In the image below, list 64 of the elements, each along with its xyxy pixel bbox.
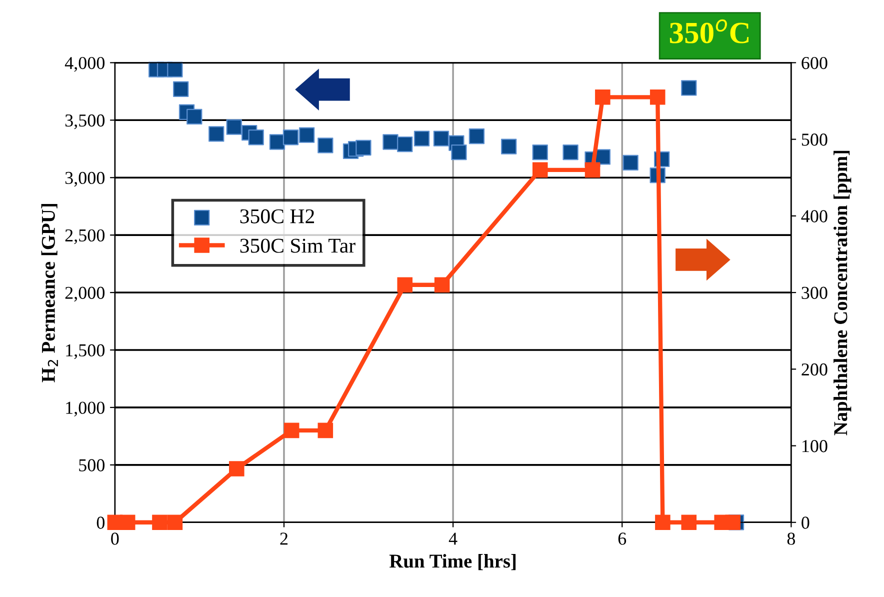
point <box>501 138 517 154</box>
text: 350$^{o}$C <box>670 19 749 44</box>
point <box>382 134 398 150</box>
y-tick-label: 2,000 <box>65 286 105 302</box>
y2-tick-label: 300 <box>802 286 828 299</box>
y-axis-title: H$_{2}$ Permeance [GPU] <box>41 204 58 382</box>
y-tick-label: 3,500 <box>65 114 105 130</box>
point <box>468 128 485 144</box>
point <box>650 90 666 105</box>
x-tick-label: 8 <box>787 532 796 545</box>
y-tick-label: 1,000 <box>66 402 105 416</box>
point <box>152 514 168 530</box>
y2-axis-title: Naphthalene Concentration [ppm] <box>834 150 852 436</box>
point <box>284 422 300 438</box>
legend-label: 350C H2 <box>240 209 314 224</box>
point <box>248 130 264 146</box>
point <box>167 62 183 78</box>
point <box>229 461 244 476</box>
point <box>414 130 430 146</box>
point <box>208 126 224 142</box>
y-tick-label: 500 <box>79 459 105 472</box>
y-tick-label: 0 <box>96 516 105 529</box>
x-axis-title: Run Time [hrs] <box>389 554 516 570</box>
point <box>725 514 740 530</box>
point <box>584 162 600 178</box>
y2-tick-label: 600 <box>802 56 828 70</box>
y-tick-label: 1,500 <box>66 344 105 360</box>
point <box>282 130 299 146</box>
y-tick-label: 3,000 <box>65 172 105 187</box>
point <box>397 136 413 152</box>
point <box>318 138 334 154</box>
point <box>167 514 183 530</box>
point <box>269 134 286 150</box>
y2-tick-label: 400 <box>801 210 828 222</box>
point <box>532 162 548 178</box>
point <box>173 81 189 97</box>
point <box>318 422 334 438</box>
point <box>397 277 413 293</box>
point <box>562 144 578 160</box>
y2-tick-label: 500 <box>802 134 828 146</box>
point <box>120 514 136 530</box>
x-tick-label: 6 <box>618 532 626 545</box>
point <box>681 80 697 96</box>
point <box>434 277 450 293</box>
y-tick-label: 4,000 <box>64 56 105 72</box>
point <box>655 514 670 530</box>
point <box>622 154 638 171</box>
y2-tick-label: 200 <box>802 363 828 376</box>
point <box>433 130 450 146</box>
point <box>186 108 202 125</box>
point <box>226 119 242 135</box>
point <box>681 514 697 530</box>
point <box>532 144 548 160</box>
legend-label: 350C Sim Tar <box>240 238 356 253</box>
y2-tick-label: 0 <box>802 516 810 529</box>
x-tick-label: 0 <box>111 532 119 545</box>
point <box>595 90 610 105</box>
x-tick-label: 2 <box>280 532 288 545</box>
point <box>356 140 372 156</box>
y-tick-label: 2,500 <box>65 229 105 244</box>
point <box>298 127 315 143</box>
x-tick-label: 4 <box>448 532 458 545</box>
point <box>451 144 467 160</box>
y2-tick-label: 100 <box>802 440 828 452</box>
